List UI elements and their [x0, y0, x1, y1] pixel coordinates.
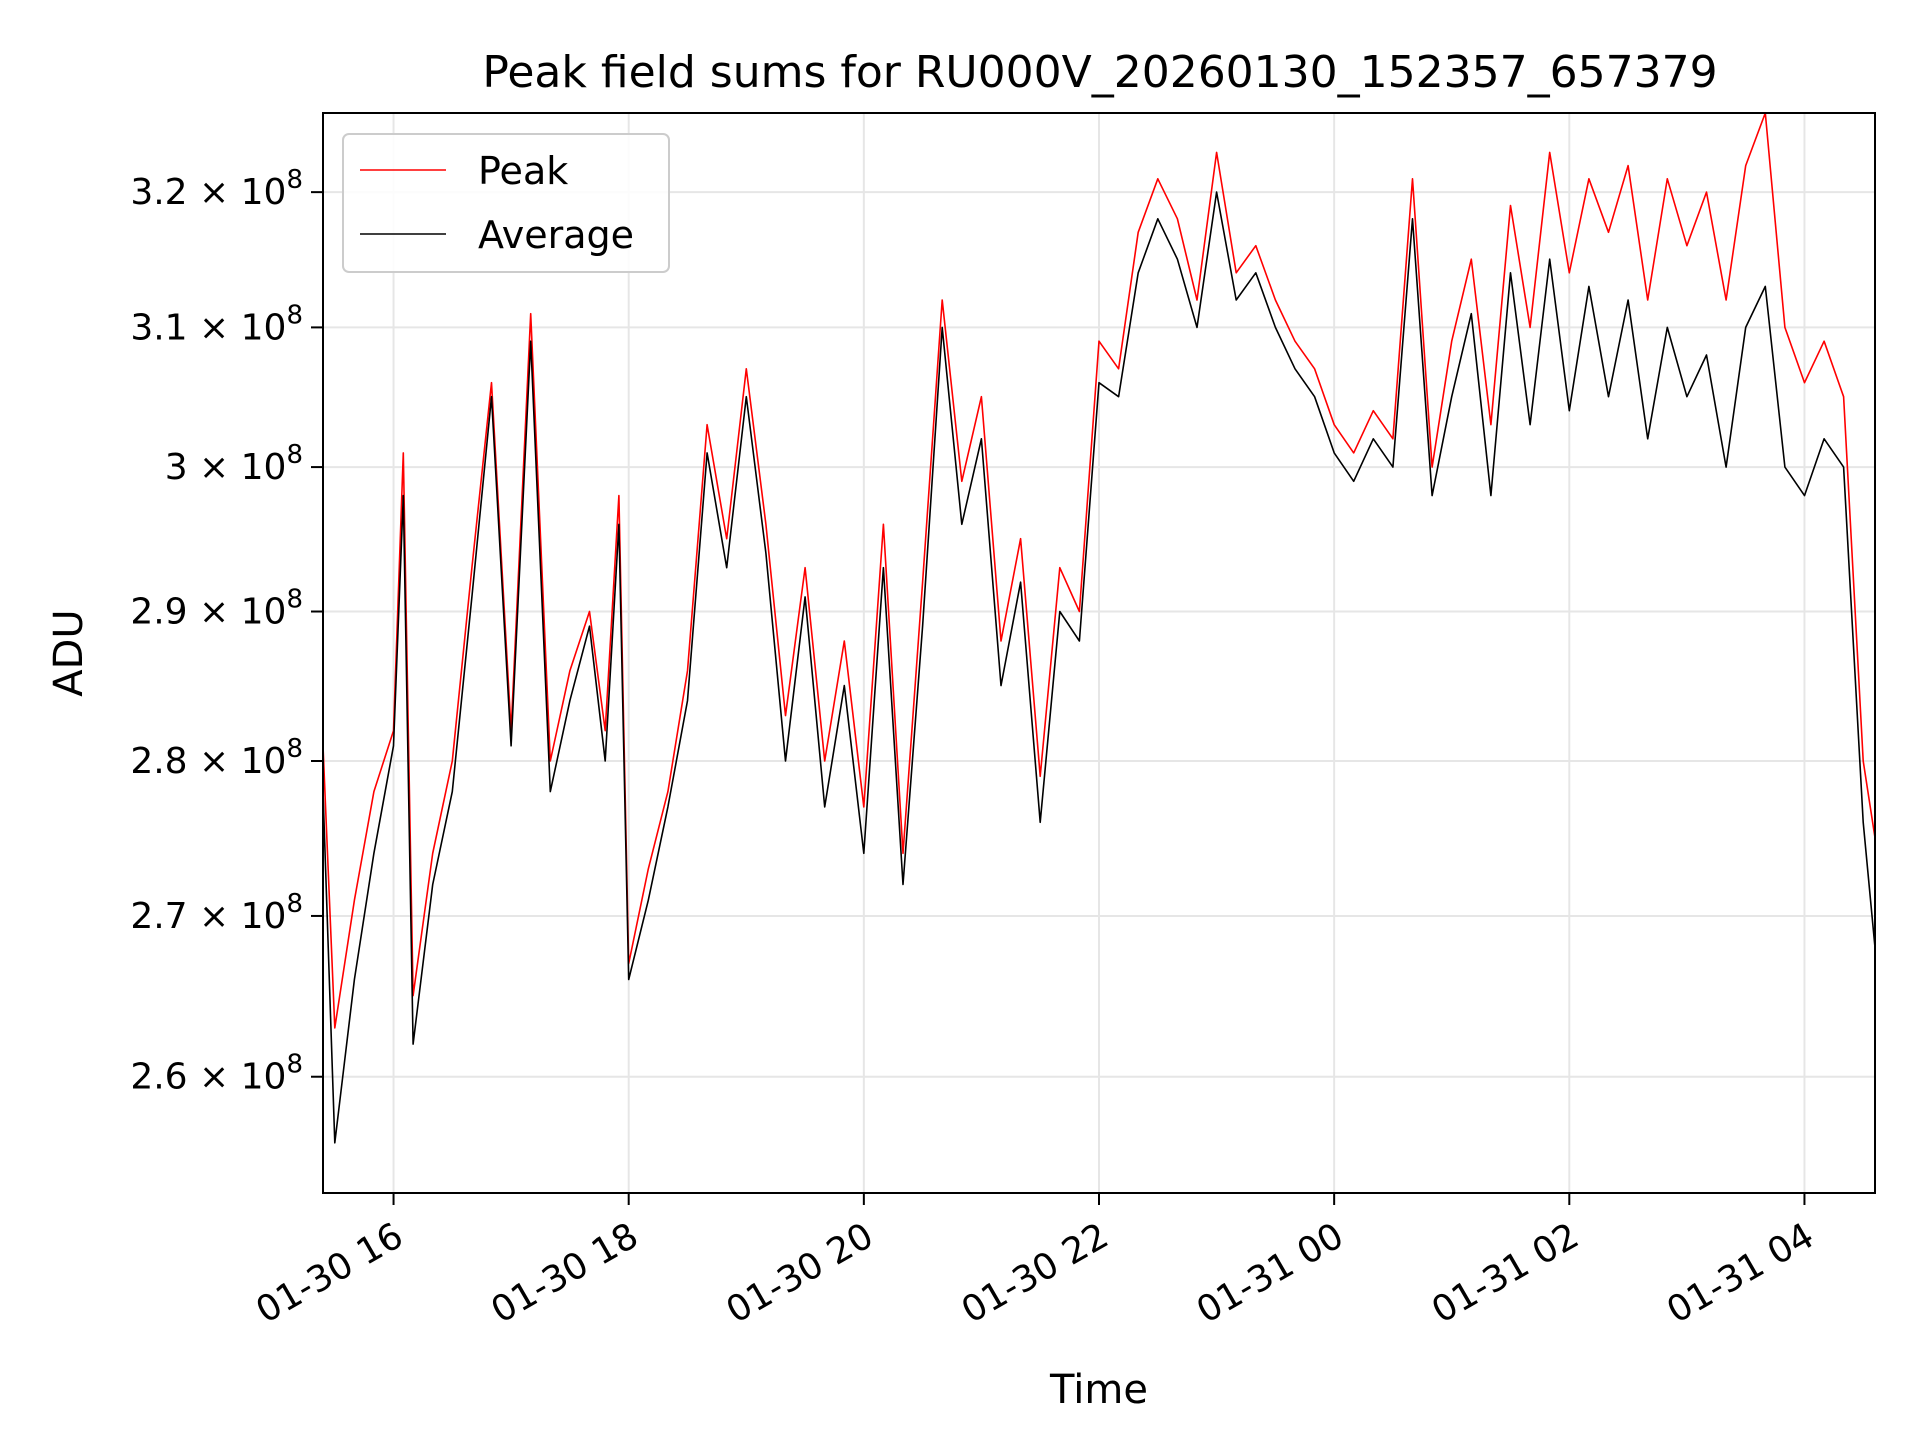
legend: Peak Average [342, 133, 670, 273]
legend-box [342, 133, 670, 273]
series-line-average [322, 191, 1876, 1144]
y-tick-label: 2.6 × 108 [130, 1050, 303, 1098]
series-line-peak [322, 112, 1876, 1029]
legend-label-average: Average [478, 213, 634, 257]
y-tick-label: 2.7 × 108 [130, 889, 303, 937]
series-layer [322, 112, 1876, 1144]
y-tick-label: 3.1 × 108 [130, 300, 303, 348]
y-axis: 2.6 × 108 2.7 × 108 2.8 × 108 2.9 × 108 3 × … [130, 165, 323, 1098]
y-tick-label: 2.9 × 108 [130, 585, 303, 633]
y-tick-label: 2.8 × 108 [130, 734, 303, 782]
legend-label-peak: Peak [478, 149, 568, 193]
x-axis-label: Time [1049, 1367, 1148, 1413]
y-axis-label: ADU [46, 609, 92, 696]
grid [323, 113, 1875, 1193]
chart-title: Peak field sums for RU000V_20260130_1523… [482, 47, 1717, 98]
y-tick-label: 3.2 × 108 [130, 165, 303, 213]
y-tick-label: 3 × 108 [165, 440, 303, 488]
